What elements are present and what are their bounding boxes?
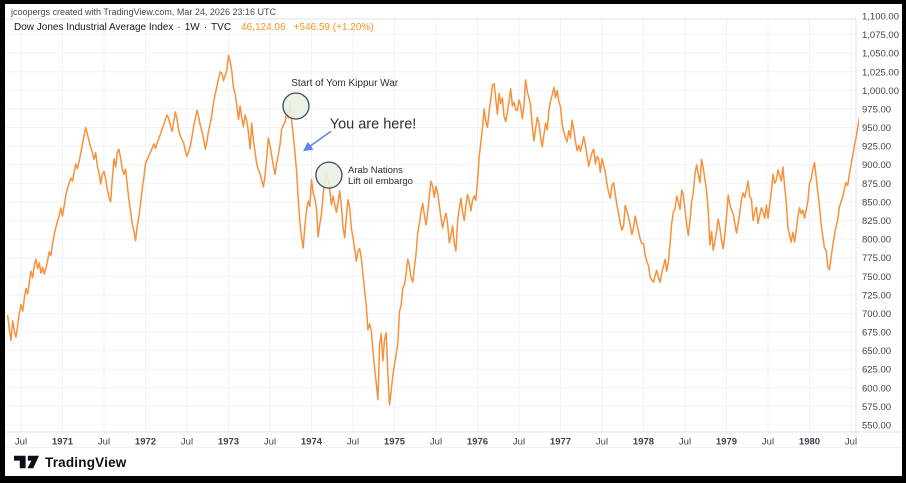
time-tick-label: Jul: [596, 437, 608, 448]
price-tick-label: 1,000.00: [862, 86, 899, 97]
separator-dot: ·: [203, 22, 208, 33]
price-tick-label: 575.00: [862, 402, 891, 413]
price-line-series: [6, 54, 859, 406]
price-tick-label: 775.00: [862, 253, 891, 264]
time-tick-label: Jul: [347, 437, 359, 448]
brand-name: TradingView: [45, 454, 127, 470]
symbol-title: Dow Jones Industrial Average Index: [14, 22, 174, 33]
price-tick-label: 875.00: [862, 179, 891, 190]
price-tick-label: 1,050.00: [862, 49, 899, 60]
price-tick-label: 675.00: [862, 328, 891, 339]
time-tick-label: Jul: [679, 437, 691, 448]
time-tick-label: 1972: [135, 437, 156, 448]
time-tick-label: 1973: [218, 437, 239, 448]
time-tick-label: Jul: [98, 437, 110, 448]
you-are-here-label: You are here!: [330, 116, 417, 132]
time-tick-label: Jul: [513, 437, 525, 448]
time-tick-label: 1979: [716, 437, 737, 448]
separator-dot: ·: [177, 22, 181, 33]
price-tick-label: 975.00: [862, 104, 891, 115]
chart-pane[interactable]: 1,100.00 1,075.00 1,050.00 1,025.00 1,000.00…: [5, 4, 902, 448]
time-tick-label: Jul: [264, 437, 276, 448]
price-tick-label: 950.00: [862, 123, 891, 134]
footer-bar: TradingView: [5, 448, 902, 476]
price-change: +546.59 (+1.20%): [293, 22, 374, 33]
price-tick-label: 925.00: [862, 142, 891, 153]
chart-window: 1,100.00 1,075.00 1,050.00 1,025.00 1,000.00…: [5, 4, 902, 476]
time-tick-label: 1978: [633, 437, 654, 448]
you-are-here-arrow: [302, 130, 332, 152]
time-tick-label: 1975: [384, 437, 406, 448]
time-tick-label: Jul: [762, 437, 774, 448]
tradingview-logo-icon[interactable]: [14, 455, 39, 469]
interval-label: 1W: [184, 22, 200, 33]
time-tick-label: 1974: [301, 437, 323, 448]
price-tick-label: 750.00: [862, 272, 891, 283]
time-tick-label: Jul: [15, 437, 27, 448]
embargo-circle: [315, 161, 343, 189]
price-tick-label: 1,075.00: [862, 30, 899, 41]
time-tick-label: Jul: [845, 437, 857, 448]
time-tick-label: 1971: [52, 437, 74, 448]
price-tick-label: 800.00: [862, 235, 891, 246]
price-tick-label: 650.00: [862, 346, 891, 357]
last-price: 46,124.06: [241, 22, 286, 33]
time-tick-label: 1976: [467, 437, 488, 448]
price-tick-label: 1,100.00: [862, 12, 899, 23]
yom-kippur-circle: [282, 92, 310, 120]
embargo-label: Arab Nations Lift oil embargo: [348, 165, 413, 187]
attribution-text: jcoopergs created with TradingView.com, …: [11, 7, 276, 17]
time-tick-label: 1980: [799, 437, 820, 448]
chart-wrap: 1,100.00 1,075.00 1,050.00 1,025.00 1,000.00…: [5, 4, 902, 448]
price-tick-label: 1,025.00: [862, 67, 899, 78]
time-tick-label: Jul: [430, 437, 442, 448]
time-tick-label: 1977: [550, 437, 571, 448]
time-tick-label: Jul: [181, 437, 193, 448]
price-tick-label: 600.00: [862, 383, 891, 394]
price-tick-label: 825.00: [862, 216, 891, 227]
exchange-label: TVC: [211, 22, 232, 33]
price-tick-label: 550.00: [862, 420, 891, 431]
price-tick-label: 850.00: [862, 197, 891, 208]
price-tick-label: 700.00: [862, 309, 891, 320]
price-tick-label: 625.00: [862, 365, 891, 376]
price-tick-label: 725.00: [862, 290, 891, 301]
price-tick-label: 900.00: [862, 160, 891, 171]
symbol-legend[interactable]: Dow Jones Industrial Average Index · 1W · TV…: [14, 22, 374, 33]
yom-kippur-label: Start of Yom Kippur War: [291, 78, 399, 89]
